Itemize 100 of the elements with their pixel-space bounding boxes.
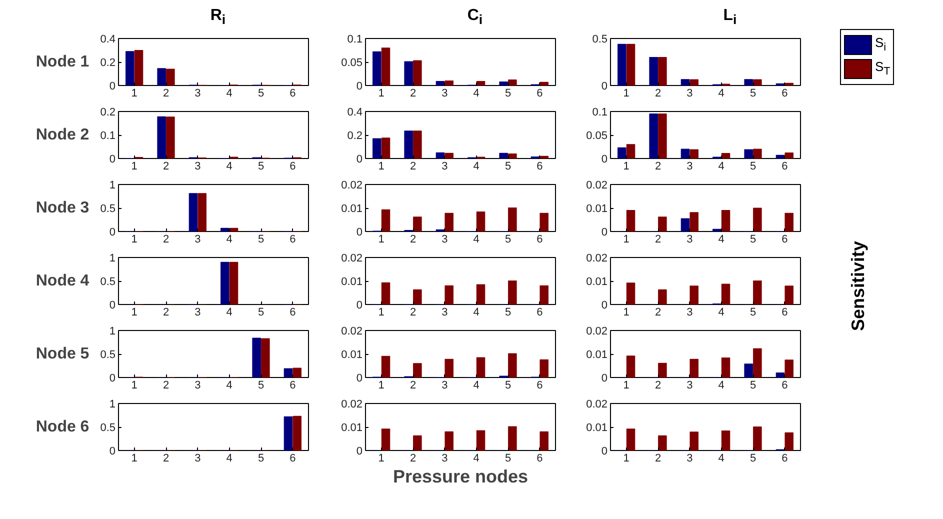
y-tick-label: 0.02 bbox=[341, 180, 363, 192]
x-tick-label: 4 bbox=[226, 306, 232, 318]
x-tick-label: 2 bbox=[654, 380, 662, 392]
bar bbox=[658, 362, 667, 378]
y-tick-label: 0.02 bbox=[586, 252, 608, 264]
x-tick-label: 3 bbox=[194, 88, 201, 100]
x-tick-label: 6 bbox=[536, 234, 543, 246]
bar bbox=[721, 210, 730, 232]
x-tick-label: 1 bbox=[378, 380, 384, 392]
x-tick-label: 2 bbox=[654, 234, 662, 246]
x-tick-label: 4 bbox=[226, 452, 232, 464]
x-tick-label: 2 bbox=[654, 452, 662, 464]
y-tick-label: 0 bbox=[109, 372, 116, 384]
x-tick-label: 6 bbox=[290, 160, 296, 172]
x-tick-label: 3 bbox=[194, 234, 201, 246]
bar bbox=[784, 212, 794, 232]
x-tick-label: 6 bbox=[290, 88, 296, 100]
x-tick-label: 2 bbox=[410, 160, 416, 172]
x-tick-label: 1 bbox=[623, 380, 630, 392]
x-tick-label: 5 bbox=[504, 234, 512, 246]
bar bbox=[134, 50, 144, 86]
x-tick-label: 5 bbox=[504, 160, 512, 172]
y-tick-label: 0 bbox=[601, 446, 608, 458]
y-tick-label: 0.02 bbox=[586, 180, 608, 192]
bar bbox=[784, 152, 794, 158]
bar bbox=[540, 156, 548, 158]
y-tick-label: 0 bbox=[356, 80, 363, 92]
bar bbox=[658, 289, 667, 304]
x-tick-label: 1 bbox=[623, 452, 630, 464]
x-tick-label: 2 bbox=[162, 306, 170, 318]
x-tick-label: 1 bbox=[131, 380, 138, 392]
bar bbox=[744, 79, 753, 86]
x-tick-label: 6 bbox=[536, 306, 543, 318]
bar bbox=[508, 353, 517, 378]
bar bbox=[413, 130, 422, 158]
bar bbox=[284, 368, 293, 378]
y-tick-label: 0 bbox=[109, 300, 116, 312]
bar bbox=[649, 57, 658, 86]
bar bbox=[776, 372, 785, 378]
y-tick-label: 0.4 bbox=[347, 106, 363, 118]
x-tick-label: 1 bbox=[131, 160, 138, 172]
bar bbox=[499, 152, 508, 158]
x-tick-label: 5 bbox=[504, 380, 512, 392]
bar bbox=[784, 432, 794, 450]
y-tick-label: 0.01 bbox=[586, 203, 608, 215]
x-tick-label: 2 bbox=[410, 306, 416, 318]
y-tick-label: 0.5 bbox=[100, 203, 116, 215]
bar bbox=[744, 364, 753, 378]
bar bbox=[381, 48, 390, 86]
x-tick-label: 3 bbox=[194, 452, 201, 464]
y-tick-label: 0 bbox=[109, 446, 116, 458]
y-tick-label: 0.4 bbox=[100, 34, 116, 46]
bar bbox=[680, 218, 690, 232]
x-tick-label: 1 bbox=[378, 306, 384, 318]
bar bbox=[372, 51, 382, 86]
bar bbox=[753, 426, 762, 450]
x-tick-label: 1 bbox=[378, 88, 384, 100]
x-tick-label: 6 bbox=[536, 88, 543, 100]
y-axis-title: Node 1 bbox=[36, 54, 90, 70]
y-tick-label: 0 bbox=[356, 226, 363, 238]
x-tick-label: 1 bbox=[131, 234, 138, 246]
y-tick-label: 0.01 bbox=[341, 422, 363, 434]
x-tick-label: 6 bbox=[782, 88, 788, 100]
x-tick-label: 5 bbox=[258, 234, 264, 246]
y-tick-label: 0.5 bbox=[100, 276, 116, 288]
y-tick-label: 0.02 bbox=[586, 398, 608, 410]
bar bbox=[381, 209, 390, 232]
bar bbox=[220, 262, 230, 304]
bar bbox=[476, 284, 486, 304]
bar bbox=[540, 431, 548, 450]
y-tick-label: 0 bbox=[356, 446, 363, 458]
bar bbox=[444, 358, 454, 378]
y-tick-label: 1 bbox=[109, 398, 116, 410]
bar bbox=[540, 285, 548, 304]
y-tick-label: 0 bbox=[109, 80, 116, 92]
y-axis-title: Node 4 bbox=[36, 272, 90, 290]
x-tick-label: 4 bbox=[226, 88, 232, 100]
bar bbox=[198, 193, 206, 232]
x-tick-label: 4 bbox=[226, 160, 232, 172]
x-tick-label: 4 bbox=[718, 306, 724, 318]
bar bbox=[626, 356, 636, 378]
bar bbox=[626, 282, 636, 304]
x-tick-label: 5 bbox=[750, 234, 756, 246]
x-tick-label: 2 bbox=[654, 306, 662, 318]
x-tick-label: 6 bbox=[782, 160, 788, 172]
bar bbox=[444, 431, 454, 450]
bar bbox=[626, 210, 636, 232]
x-tick-label: 5 bbox=[750, 88, 756, 100]
x-tick-label: 4 bbox=[718, 452, 724, 464]
y-tick-label: 0.01 bbox=[586, 422, 608, 434]
x-tick-label: 5 bbox=[504, 452, 512, 464]
bar bbox=[753, 208, 762, 232]
bar bbox=[404, 61, 413, 86]
bar bbox=[436, 152, 445, 158]
y-tick-label: 0.05 bbox=[586, 130, 608, 142]
x-tick-label: 1 bbox=[131, 306, 138, 318]
bar bbox=[292, 368, 302, 378]
y-tick-label: 0.01 bbox=[341, 349, 363, 361]
bar bbox=[252, 338, 261, 378]
bar bbox=[753, 348, 762, 378]
